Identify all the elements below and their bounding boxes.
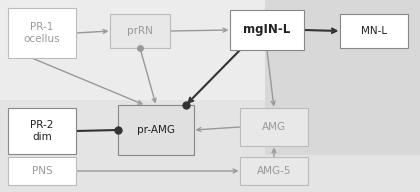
- FancyBboxPatch shape: [110, 14, 170, 48]
- Bar: [265, 0, 420, 192]
- FancyBboxPatch shape: [8, 8, 76, 58]
- FancyBboxPatch shape: [8, 108, 76, 154]
- Text: prRN: prRN: [127, 26, 153, 36]
- Text: AMG-5: AMG-5: [257, 166, 291, 176]
- FancyBboxPatch shape: [240, 108, 308, 146]
- Bar: [0, 0, 265, 192]
- Bar: [0, 100, 265, 192]
- FancyBboxPatch shape: [230, 10, 304, 50]
- FancyBboxPatch shape: [340, 14, 408, 48]
- FancyBboxPatch shape: [8, 157, 76, 185]
- FancyBboxPatch shape: [118, 105, 194, 155]
- Text: PNS: PNS: [32, 166, 52, 176]
- Text: mgIN-L: mgIN-L: [243, 23, 291, 36]
- Text: AMG: AMG: [262, 122, 286, 132]
- Text: PR-2
dim: PR-2 dim: [30, 120, 54, 142]
- Bar: [0, 155, 420, 192]
- Text: pr-AMG: pr-AMG: [137, 125, 175, 135]
- Text: PR-1
ocellus: PR-1 ocellus: [24, 22, 60, 44]
- Text: MN-L: MN-L: [361, 26, 387, 36]
- FancyBboxPatch shape: [240, 157, 308, 185]
